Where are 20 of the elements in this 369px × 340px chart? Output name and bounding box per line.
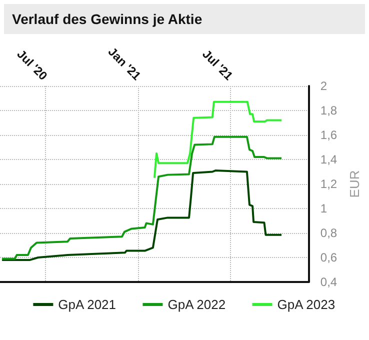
- y-axis-title: EUR: [347, 170, 362, 198]
- line-series: [1, 136, 282, 260]
- y-tick-label: 0,6: [320, 250, 338, 264]
- y-tick-label: 1,6: [320, 128, 338, 142]
- line-series: [1, 170, 282, 261]
- chart-title: Verlauf des Gewinns je Aktie: [11, 11, 202, 27]
- x-tick-label: Jul '20: [14, 47, 50, 84]
- y-tick-label: 1: [320, 202, 328, 216]
- y-tick-label: 0,8: [320, 226, 338, 240]
- legend-label: GpA 2021: [58, 297, 116, 312]
- x-tick-label: Jul '21: [200, 47, 236, 84]
- y-tick-label: 0,4: [320, 275, 338, 289]
- y-tick-label: 1,8: [320, 104, 338, 118]
- y-tick-label: 2: [320, 79, 328, 93]
- line-series: [153, 100, 282, 179]
- y-tick-label: 1,2: [320, 177, 338, 191]
- legend-label: GpA 2023: [277, 297, 336, 312]
- legend-label: GpA 2022: [168, 297, 226, 312]
- x-tick-label: Jan '21: [105, 44, 144, 84]
- y-tick-label: 1,4: [320, 152, 338, 166]
